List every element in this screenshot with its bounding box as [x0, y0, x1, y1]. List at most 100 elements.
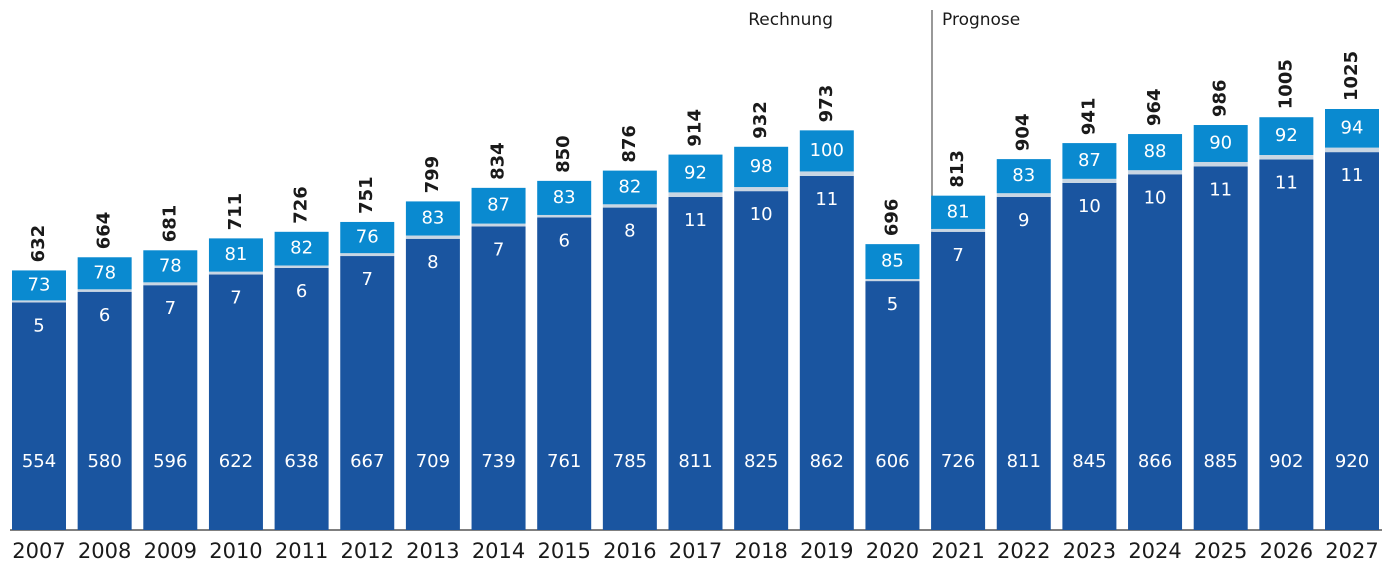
x-tick-label: 2015: [537, 539, 590, 563]
segment-label: 83: [553, 187, 576, 208]
bar-segment: [1128, 174, 1183, 530]
bar-segment: [77, 257, 132, 290]
bar-segment: [537, 180, 592, 215]
segment-label: 7: [362, 269, 373, 290]
bar-segment: [1062, 178, 1117, 183]
segment-label: 667: [350, 451, 384, 472]
bar-segment: [1259, 159, 1314, 530]
segment-label: 638: [284, 451, 318, 472]
bar-segment: [12, 270, 66, 301]
total-label: 632: [28, 225, 49, 263]
segment-label: 82: [290, 238, 313, 259]
total-label: 850: [553, 135, 574, 173]
segment-label: 10: [1078, 196, 1101, 217]
segment-label: 10: [1144, 187, 1167, 208]
x-tick-label: 2021: [931, 539, 984, 563]
segment-label: 88: [1144, 141, 1167, 162]
bar-segment: [537, 214, 592, 218]
bar-segment: [274, 265, 329, 268]
total-label: 1025: [1341, 51, 1362, 101]
total-label: 904: [1013, 114, 1034, 152]
segment-label: 11: [1209, 180, 1232, 201]
total-label: 932: [750, 101, 771, 139]
segment-label: 845: [1072, 451, 1106, 472]
total-label: 726: [291, 186, 312, 224]
total-label: 964: [1144, 88, 1165, 126]
bar-segment: [1325, 152, 1379, 530]
total-label: 751: [356, 176, 377, 214]
segment-label: 902: [1269, 451, 1303, 472]
bar-segment: [340, 256, 395, 530]
segment-label: 739: [481, 451, 515, 472]
bar-segment: [208, 238, 263, 272]
segment-label: 100: [810, 140, 844, 161]
total-label: 664: [94, 212, 115, 250]
bar-segment: [799, 130, 854, 172]
bar-segment: [143, 285, 198, 530]
x-tick-label: 2017: [669, 539, 722, 563]
segment-label: 92: [1275, 125, 1298, 146]
bar-segment: [143, 250, 198, 283]
segment-label: 10: [750, 204, 773, 225]
segment-label: 6: [99, 305, 110, 326]
total-label: 813: [947, 150, 968, 188]
bar-segment: [931, 231, 986, 530]
total-label: 914: [685, 109, 706, 147]
x-tick-label: 2020: [866, 539, 919, 563]
x-tick-label: 2010: [209, 539, 262, 563]
total-label: 696: [881, 199, 902, 237]
x-tick-label: 2016: [603, 539, 656, 563]
segment-label: 81: [947, 201, 970, 222]
bar-segment: [734, 146, 789, 188]
bar-segment: [799, 175, 854, 530]
segment-label: 622: [219, 451, 253, 472]
x-tick-label: 2008: [78, 539, 131, 563]
segment-label: 11: [815, 189, 838, 210]
phase-label: Prognose: [942, 10, 1020, 30]
segment-label: 92: [684, 162, 707, 183]
total-label: 876: [619, 125, 640, 163]
segment-label: 9: [1018, 210, 1029, 231]
bar-segment: [405, 201, 460, 236]
segment-label: 785: [613, 451, 647, 472]
segment-label: 7: [230, 288, 241, 309]
bar-segment: [143, 282, 198, 286]
segment-label: 811: [1007, 451, 1041, 472]
segment-label: 8: [624, 221, 635, 242]
total-label: 834: [488, 142, 509, 180]
segment-label: 6: [558, 230, 569, 251]
bar-segment: [405, 238, 460, 531]
bar-segment: [274, 267, 329, 530]
bar-segment: [1193, 161, 1248, 167]
segment-label: 78: [159, 255, 182, 276]
segment-label: 98: [750, 156, 773, 177]
bar-segment: [996, 193, 1051, 197]
segment-label: 825: [744, 451, 778, 472]
bar-segment: [77, 289, 132, 292]
bar-segment: [1325, 147, 1379, 153]
segment-label: 94: [1341, 117, 1364, 138]
segment-label: 76: [356, 227, 379, 248]
bar-segment: [931, 195, 986, 229]
segment-label: 885: [1204, 451, 1238, 472]
bar-segment: [602, 207, 657, 530]
bar-segment: [77, 291, 132, 530]
total-label: 711: [225, 193, 246, 231]
bar-segment: [668, 196, 723, 530]
bar-segment: [734, 187, 789, 192]
bar-segment: [340, 221, 395, 254]
x-tick-label: 2018: [734, 539, 787, 563]
x-tick-label: 2012: [341, 539, 394, 563]
bar-segment: [1062, 143, 1117, 179]
bar-segment: [602, 204, 657, 208]
bar-segment: [471, 223, 526, 227]
bar-segment: [274, 231, 329, 266]
bar-segment: [996, 196, 1051, 530]
segment-label: 87: [1078, 150, 1101, 171]
segment-label: 8: [427, 252, 438, 273]
total-label: 799: [422, 156, 443, 194]
bar-segment: [12, 300, 66, 303]
segment-label: 862: [810, 451, 844, 472]
bar-segment: [1193, 166, 1248, 530]
